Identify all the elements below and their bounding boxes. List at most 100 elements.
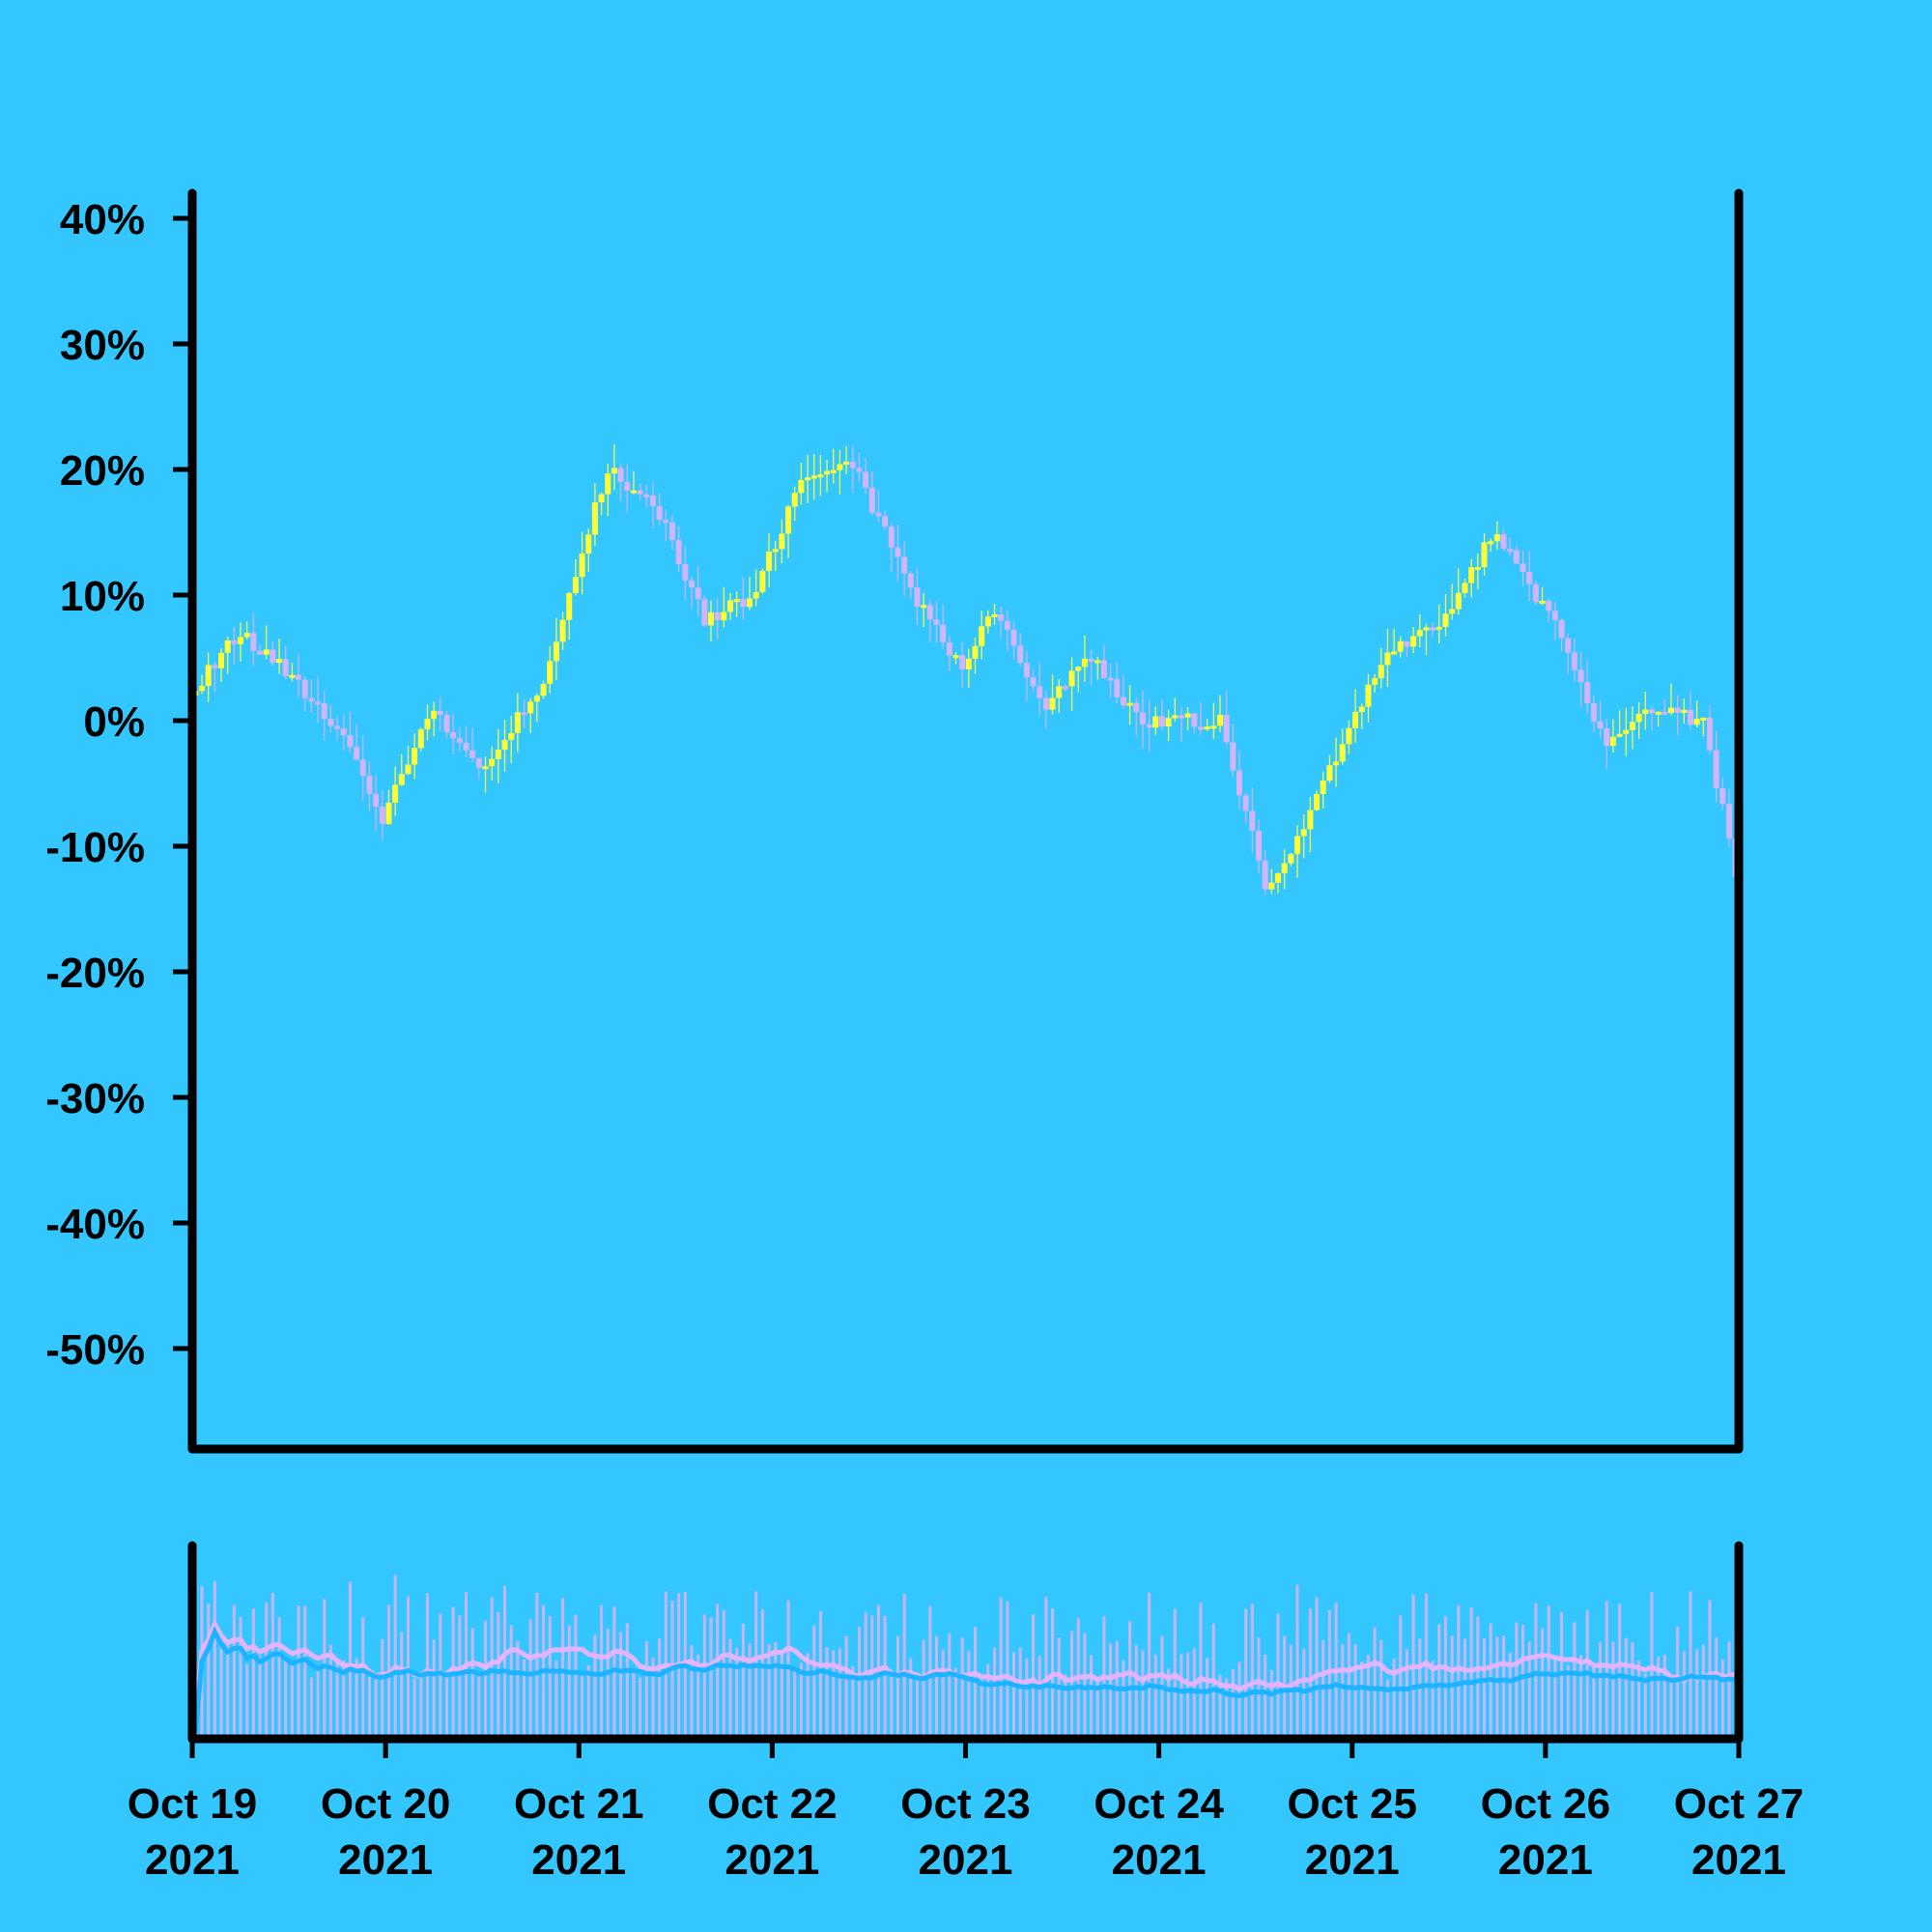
y-tick-label: 0% xyxy=(83,698,145,746)
candle-body xyxy=(1178,715,1184,719)
volume-bar xyxy=(825,1647,829,1739)
volume-bar xyxy=(1341,1644,1345,1739)
volume-bar xyxy=(219,1641,223,1739)
volume-bar xyxy=(561,1598,565,1739)
volume-bar xyxy=(265,1603,269,1739)
volume-bar xyxy=(1090,1655,1094,1739)
volume-bar xyxy=(786,1600,790,1739)
candle-body xyxy=(1268,882,1275,890)
volume-ma-fast xyxy=(192,1618,1737,1719)
volume-bar xyxy=(290,1661,294,1739)
volume-bar xyxy=(432,1639,436,1739)
volume-bar xyxy=(1141,1650,1145,1739)
candle-body xyxy=(1674,707,1681,713)
candle-body xyxy=(1314,793,1321,810)
volume-bar xyxy=(567,1625,571,1739)
volume-bar xyxy=(1018,1647,1022,1739)
candle-body xyxy=(1546,600,1552,611)
candle-body xyxy=(1500,534,1507,550)
candle-body xyxy=(243,633,250,638)
volume-bar xyxy=(658,1638,662,1739)
x-tick-label: Oct 20 xyxy=(321,1780,451,1828)
candle-body xyxy=(1236,770,1243,796)
volume-bar xyxy=(270,1592,274,1739)
candle-body xyxy=(566,592,573,620)
volume-bar xyxy=(851,1665,855,1739)
volume-bar xyxy=(883,1615,887,1739)
candle-body xyxy=(1062,686,1068,690)
candle-body xyxy=(1532,583,1539,603)
candle-body xyxy=(1352,712,1359,728)
volume-bar xyxy=(1025,1658,1029,1739)
candle-body xyxy=(347,735,354,748)
volume-bar xyxy=(767,1644,771,1739)
candle-body xyxy=(1165,718,1172,727)
volume-bar xyxy=(1521,1625,1525,1739)
candle-body xyxy=(1152,716,1159,728)
volume-bar xyxy=(503,1585,507,1739)
candle-body xyxy=(805,477,811,481)
volume-bar xyxy=(348,1581,352,1739)
volume-bar xyxy=(999,1597,1003,1739)
volume-bar xyxy=(735,1647,739,1739)
candle-body xyxy=(585,534,592,554)
volume-bar xyxy=(1064,1674,1067,1739)
candle-body xyxy=(1700,717,1707,721)
volume-bar xyxy=(702,1614,706,1739)
candle-body xyxy=(591,502,598,535)
volume-bar xyxy=(793,1669,797,1739)
x-tick-label: Oct 26 xyxy=(1481,1780,1611,1828)
candle-body xyxy=(1081,658,1088,668)
volume-bar xyxy=(1295,1584,1299,1739)
candle-body xyxy=(1526,571,1533,584)
volume-bar xyxy=(1250,1604,1254,1739)
candle-body xyxy=(843,461,850,465)
volume-bar xyxy=(361,1617,365,1739)
volume-bar xyxy=(277,1617,281,1739)
candle-body xyxy=(1300,829,1307,837)
candle-body xyxy=(1565,638,1572,653)
candle-body xyxy=(405,764,412,775)
candle-body xyxy=(779,533,785,550)
volume-bar xyxy=(1611,1641,1615,1739)
candle-body xyxy=(334,725,341,729)
volume-bar xyxy=(690,1644,694,1739)
x-tick-label: Oct 19 xyxy=(128,1780,258,1828)
candle-body xyxy=(205,665,212,687)
volume-bar xyxy=(245,1663,249,1739)
volume-bar xyxy=(644,1641,648,1739)
candle-body xyxy=(1197,726,1204,730)
candle-body xyxy=(605,473,611,495)
candle-body xyxy=(1326,765,1333,781)
y-tick-label: -20% xyxy=(45,950,145,997)
volume-bar xyxy=(806,1653,810,1739)
volume-bar xyxy=(458,1615,462,1739)
candle-body xyxy=(1577,669,1584,683)
volume-bar xyxy=(1070,1631,1074,1739)
candle-body xyxy=(1681,709,1688,713)
volume-bar xyxy=(1237,1662,1241,1739)
candle-body xyxy=(1584,682,1591,704)
volume-bar xyxy=(297,1605,300,1739)
candle-body xyxy=(1384,652,1391,666)
x-tick-label: Oct 21 xyxy=(514,1780,644,1828)
volume-bar xyxy=(1495,1636,1499,1739)
candle-body xyxy=(649,496,656,507)
volume-bar xyxy=(1044,1597,1048,1739)
candle-body xyxy=(965,658,972,669)
volume-bar xyxy=(393,1575,397,1739)
volume-bar xyxy=(1128,1621,1132,1739)
candle-body xyxy=(979,626,985,646)
candle-body xyxy=(514,712,521,733)
volume-bar xyxy=(838,1648,841,1739)
volume-bar xyxy=(812,1625,816,1739)
candle-body xyxy=(424,719,431,730)
candle-body xyxy=(1088,658,1094,662)
candle-body xyxy=(572,577,579,593)
candle-body xyxy=(921,605,927,609)
volume-bar xyxy=(934,1635,938,1739)
candle-body xyxy=(882,516,889,527)
volume-bar xyxy=(528,1619,532,1739)
candle-body xyxy=(984,616,991,627)
candle-body xyxy=(392,784,399,803)
